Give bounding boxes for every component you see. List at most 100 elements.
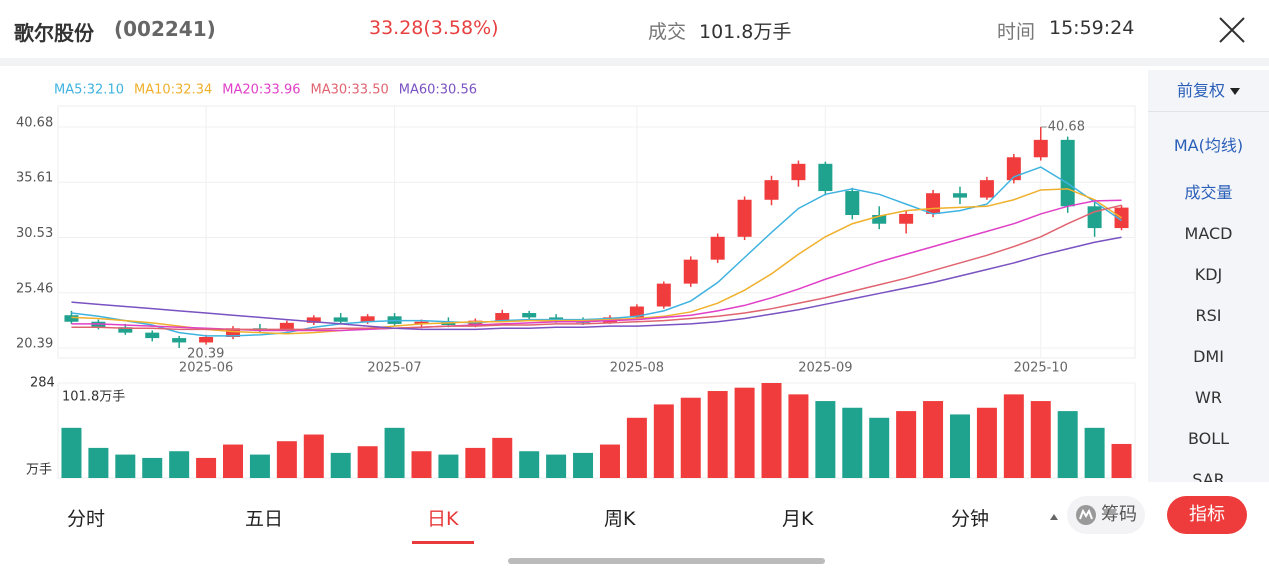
- separator: [0, 58, 1269, 66]
- tab[interactable]: 分时: [67, 508, 106, 530]
- indicator-button[interactable]: 指标: [1167, 496, 1247, 534]
- candle-body: [683, 259, 698, 284]
- candle-body: [279, 322, 294, 331]
- volume-bar: [626, 417, 647, 478]
- adjust-button[interactable]: 前复权: [1148, 70, 1269, 112]
- candle-body: [952, 193, 967, 198]
- candle-body: [118, 327, 133, 333]
- tab[interactable]: 分钟: [951, 508, 990, 530]
- tab-bar: 分时 五日 日K 周K 月K 分钟 筹码 指标: [0, 486, 1269, 548]
- candle-body: [1087, 206, 1102, 229]
- volume-bar: [573, 452, 594, 478]
- tab-underline: [412, 541, 474, 544]
- y-tick-label: 35.61: [16, 171, 53, 186]
- adjust-label: 前复权: [1176, 81, 1225, 100]
- volume-bar: [680, 397, 701, 478]
- chip-label: 筹码: [1101, 504, 1137, 525]
- volume-bar: [61, 427, 82, 478]
- y-tick-label: 20.39: [16, 337, 53, 352]
- stock-name: 歌尔股份: [14, 21, 94, 45]
- y-tick-label: 25.46: [16, 281, 53, 296]
- menu-item[interactable]: SAR: [1192, 470, 1225, 482]
- header: 歌尔股份 (002241) 33.28(3.58%) 成交 101.8万手 时间…: [0, 0, 1269, 58]
- x-tick-label: 2025-07: [367, 361, 421, 376]
- volume-bar: [142, 457, 163, 478]
- volume-bar: [896, 411, 917, 478]
- volume-bar: [815, 401, 836, 478]
- home-indicator: [508, 558, 825, 564]
- volume-bar: [115, 454, 136, 478]
- volume-bar: [1003, 394, 1024, 478]
- menu-item[interactable]: 成交量: [1184, 183, 1233, 202]
- volume-bar: [1030, 401, 1051, 478]
- tab-active[interactable]: 日K: [427, 508, 459, 530]
- tab[interactable]: 月K: [782, 508, 814, 530]
- volume-bar: [303, 434, 324, 478]
- candle-body: [845, 191, 860, 216]
- volume-bar: [88, 447, 109, 478]
- volume-bar: [465, 447, 486, 478]
- x-tick-label: 2025-06: [179, 361, 233, 376]
- time-label: 时间: [997, 21, 1036, 43]
- volume-bar: [330, 452, 351, 478]
- menu-item[interactable]: KDJ: [1194, 265, 1223, 284]
- candle-body: [333, 317, 348, 322]
- low-label: 20.39: [187, 347, 224, 362]
- candle-body: [172, 338, 187, 343]
- candle-body: [926, 193, 941, 214]
- candle-body: [791, 163, 806, 181]
- tab[interactable]: 周K: [604, 508, 636, 530]
- tab[interactable]: 五日: [245, 508, 284, 530]
- volume-bar: [492, 437, 513, 478]
- menu-item[interactable]: WR: [1195, 388, 1222, 407]
- candle-body: [656, 283, 671, 307]
- candle-body: [414, 321, 429, 324]
- candle-body: [1060, 139, 1075, 207]
- y-tick-label: 30.53: [16, 226, 53, 241]
- menu-item[interactable]: DMI: [1193, 347, 1224, 366]
- candle-body: [1033, 139, 1048, 158]
- chart: 20.39 25.46 30.53 35.61 40.68 284 万手 MA5:32.10 M…: [16, 83, 1136, 479]
- volume-bar: [842, 407, 863, 478]
- volume-value-label: 101.8万手: [62, 390, 125, 405]
- ma-line: [71, 199, 1122, 332]
- candle-body: [360, 316, 375, 322]
- volume-bar: [169, 451, 190, 478]
- ma-line: [71, 236, 1122, 331]
- ma-line: [71, 166, 1122, 337]
- candle-body: [199, 336, 214, 343]
- candle-body: [710, 236, 725, 260]
- close-button[interactable]: [1218, 16, 1246, 44]
- candle-body: [979, 180, 994, 198]
- candle-body: [1006, 157, 1021, 181]
- chip-icon: [1076, 505, 1096, 525]
- volume-bar: [1111, 443, 1132, 478]
- volume-bar: [976, 407, 997, 478]
- high-label: 40.68: [1048, 120, 1085, 135]
- side-menu: 前复权 MA(均线) 成交量 MACD KDJ RSI DMI WR BOLL …: [1148, 70, 1269, 482]
- y-tick-label: 40.68: [16, 116, 53, 131]
- x-tick-label: 2025-10: [1014, 361, 1068, 376]
- x-tick-label: 2025-09: [798, 361, 852, 376]
- candle-body: [629, 306, 644, 318]
- volume-bar: [384, 427, 405, 478]
- ma-line: [71, 188, 1122, 335]
- menu-item[interactable]: MA(均线): [1173, 136, 1244, 155]
- volume-bar: [761, 383, 782, 478]
- volume-frame: [57, 382, 1136, 479]
- candle-body: [522, 313, 537, 318]
- menu-item[interactable]: RSI: [1195, 306, 1222, 325]
- menu-item[interactable]: BOLL: [1187, 429, 1230, 448]
- menu-item[interactable]: MACD: [1184, 224, 1233, 243]
- volume-bar: [599, 444, 620, 478]
- volume-bar: [923, 401, 944, 478]
- x-tick-label: 2025-08: [610, 361, 664, 376]
- chip-button[interactable]: 筹码: [1067, 496, 1145, 534]
- candle-body: [306, 317, 321, 323]
- volume-bar: [949, 414, 970, 478]
- volume-bar: [249, 454, 270, 478]
- price: 33.28(3.58%): [369, 17, 499, 39]
- legend-entry: MA60:30.56: [399, 83, 477, 98]
- volume-bar: [357, 446, 378, 478]
